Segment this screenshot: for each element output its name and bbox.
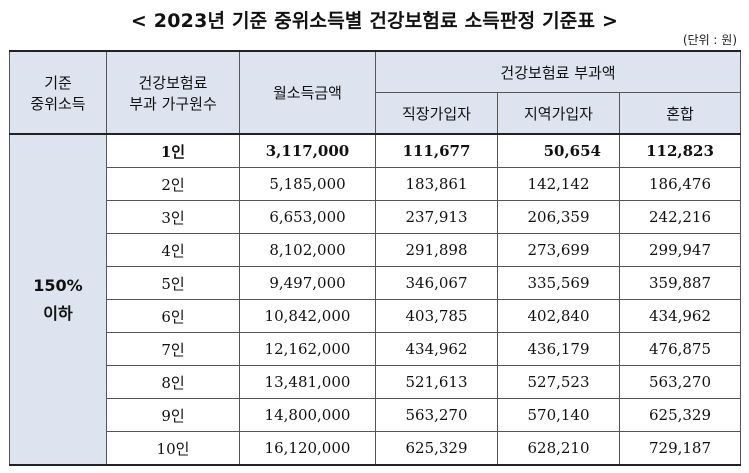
cell-income: 12,162,000	[239, 332, 376, 366]
table-row: 5인 9,497,000 346,067 335,569 359,887	[10, 266, 742, 300]
cell-size: 6인	[106, 299, 240, 333]
cell-employee: 291,898	[375, 233, 498, 267]
table-row: 10인 16,120,000 625,329 628,210 729,187	[10, 431, 742, 466]
cell-size: 8인	[106, 365, 240, 399]
cell-income: 14,800,000	[239, 398, 376, 432]
cell-income: 8,102,000	[239, 233, 376, 267]
cell-regional: 273,699	[497, 233, 620, 267]
cell-employee: 111,677	[375, 133, 498, 168]
cell-size: 3인	[106, 200, 240, 234]
cell-mixed: 729,187	[618, 431, 742, 466]
group-label-line1: 150%	[33, 275, 83, 295]
header-median-income: 기준 중위소득	[9, 50, 107, 135]
cell-income: 5,185,000	[239, 167, 376, 201]
header-employee: 직장가입자	[375, 92, 498, 135]
cell-employee: 403,785	[375, 299, 498, 333]
cell-income: 9,497,000	[239, 266, 376, 300]
table-row: 8인 13,481,000 521,613 527,523 563,270	[10, 365, 742, 399]
cell-regional: 402,840	[497, 299, 620, 333]
header-household-size: 건강보험료 부과 가구원수	[106, 50, 240, 135]
header-median-income-line2: 중위소득	[30, 94, 86, 113]
cell-size: 10인	[106, 431, 240, 466]
header-premium-group: 건강보험료 부과액	[374, 50, 742, 93]
cell-size: 9인	[106, 398, 240, 432]
unit-note: (단위 : 원)	[682, 33, 737, 47]
header-regional: 지역가입자	[497, 92, 620, 135]
header-household-size-line1: 건강보험료	[138, 73, 208, 92]
table-row: 3인 6,653,000 237,913 206,359 242,216	[10, 200, 742, 234]
table-row: 7인 12,162,000 434,962 436,179 476,875	[10, 332, 742, 366]
cell-income: 16,120,000	[239, 431, 376, 466]
income-criteria-table: 기준 중위소득 건강보험료 부과 가구원수 월소득금액 건강보험료 부과액 직장…	[9, 50, 742, 466]
cell-mixed: 359,887	[618, 266, 742, 300]
cell-regional: 206,359	[497, 200, 620, 234]
cell-mixed: 476,875	[618, 332, 742, 366]
cell-regional: 335,569	[497, 266, 620, 300]
cell-mixed: 299,947	[618, 233, 742, 267]
group-label: 150% 이하	[9, 133, 107, 466]
cell-employee: 346,067	[375, 266, 498, 300]
cell-employee: 521,613	[375, 365, 498, 399]
header-monthly-income: 월소득금액	[239, 50, 376, 135]
cell-size: 5인	[106, 266, 240, 300]
cell-mixed: 625,329	[618, 398, 742, 432]
cell-mixed: 563,270	[618, 365, 742, 399]
cell-employee: 563,270	[375, 398, 498, 432]
header-mixed: 혼합	[618, 92, 742, 135]
cell-regional: 628,210	[497, 431, 620, 466]
page-title: < 2023년 기준 중위소득별 건강보험료 소득판정 기준표 >	[130, 10, 619, 32]
cell-regional: 570,140	[497, 398, 620, 432]
table-row: 4인 8,102,000 291,898 273,699 299,947	[10, 233, 742, 267]
header-median-income-line1: 기준	[44, 73, 72, 92]
cell-regional: 436,179	[497, 332, 620, 366]
table-row: 9인 14,800,000 563,270 570,140 625,329	[10, 398, 742, 432]
cell-employee: 625,329	[375, 431, 498, 466]
cell-mixed: 186,476	[618, 167, 742, 201]
cell-mixed: 112,823	[618, 133, 742, 168]
cell-size: 7인	[106, 332, 240, 366]
cell-employee: 183,861	[375, 167, 498, 201]
table-row: 2인 5,185,000 183,861 142,142 186,476	[10, 167, 742, 201]
group-label-line2: 이하	[43, 303, 73, 323]
table-row: 150% 이하 1인 3,117,000 111,677 50,654 112,…	[9, 133, 742, 466]
table-row: 6인 10,842,000 403,785 402,840 434,962	[10, 299, 742, 333]
cell-income: 13,481,000	[239, 365, 376, 399]
header-household-size-line2: 부과 가구원수	[129, 94, 217, 113]
cell-income: 10,842,000	[239, 299, 376, 333]
cell-regional: 527,523	[497, 365, 620, 399]
cell-mixed: 434,962	[618, 299, 742, 333]
cell-regional: 50,654	[497, 133, 620, 168]
cell-income: 6,653,000	[239, 200, 376, 234]
cell-mixed: 242,216	[618, 200, 742, 234]
cell-size: 1인	[106, 133, 240, 168]
cell-employee: 237,913	[375, 200, 498, 234]
cell-size: 4인	[106, 233, 240, 267]
cell-employee: 434,962	[375, 332, 498, 366]
cell-size: 2인	[106, 167, 240, 201]
cell-income: 3,117,000	[239, 133, 376, 168]
cell-regional: 142,142	[497, 167, 620, 201]
